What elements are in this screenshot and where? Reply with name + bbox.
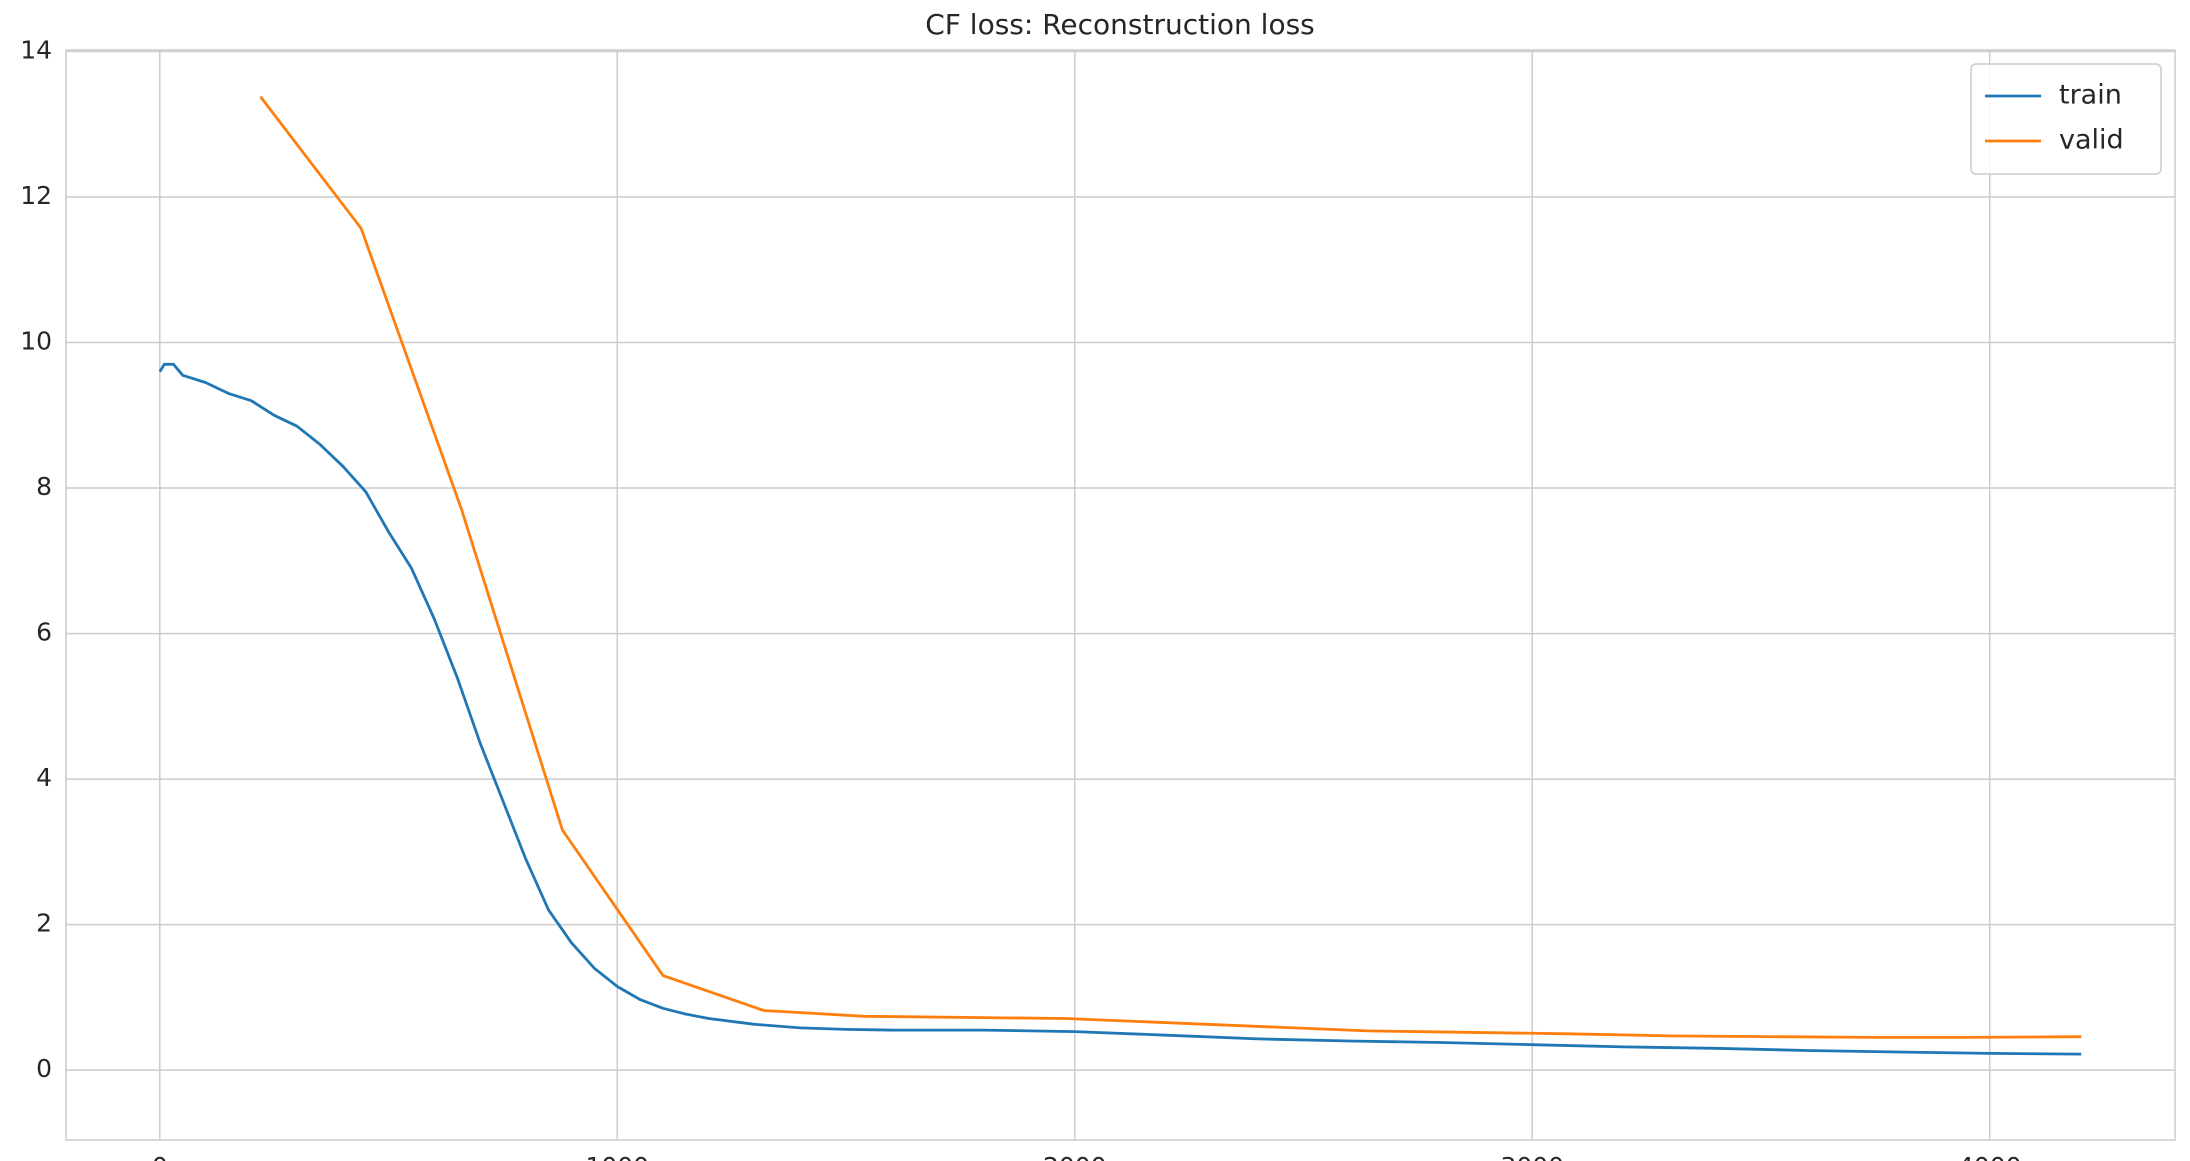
y-tick-label: 8	[36, 472, 52, 501]
chart-title: CF loss: Reconstruction loss	[925, 8, 1315, 41]
legend: train valid	[1970, 63, 2162, 175]
y-tick-label: 2	[36, 909, 52, 938]
y-tick-label: 0	[36, 1054, 52, 1083]
x-tick-label: 1000	[585, 1152, 649, 1161]
legend-label: valid	[2059, 125, 2124, 156]
y-tick-label: 4	[36, 763, 52, 792]
y-tick-label: 10	[20, 327, 52, 356]
x-tick-label: 4000	[1958, 1152, 2022, 1161]
x-tick-label: 0	[152, 1152, 168, 1161]
x-tick-label: 2000	[1043, 1152, 1107, 1161]
plot-frame	[65, 49, 2176, 1141]
y-tick-label: 12	[20, 181, 52, 210]
legend-label: train	[2059, 80, 2122, 111]
series-line	[259, 95, 2082, 1039]
legend-box	[1970, 63, 2162, 175]
y-tick-label: 6	[36, 618, 52, 647]
x-tick-label: 3000	[1500, 1152, 1564, 1161]
series-line	[158, 362, 2082, 1056]
y-tick-label: 14	[20, 35, 52, 64]
